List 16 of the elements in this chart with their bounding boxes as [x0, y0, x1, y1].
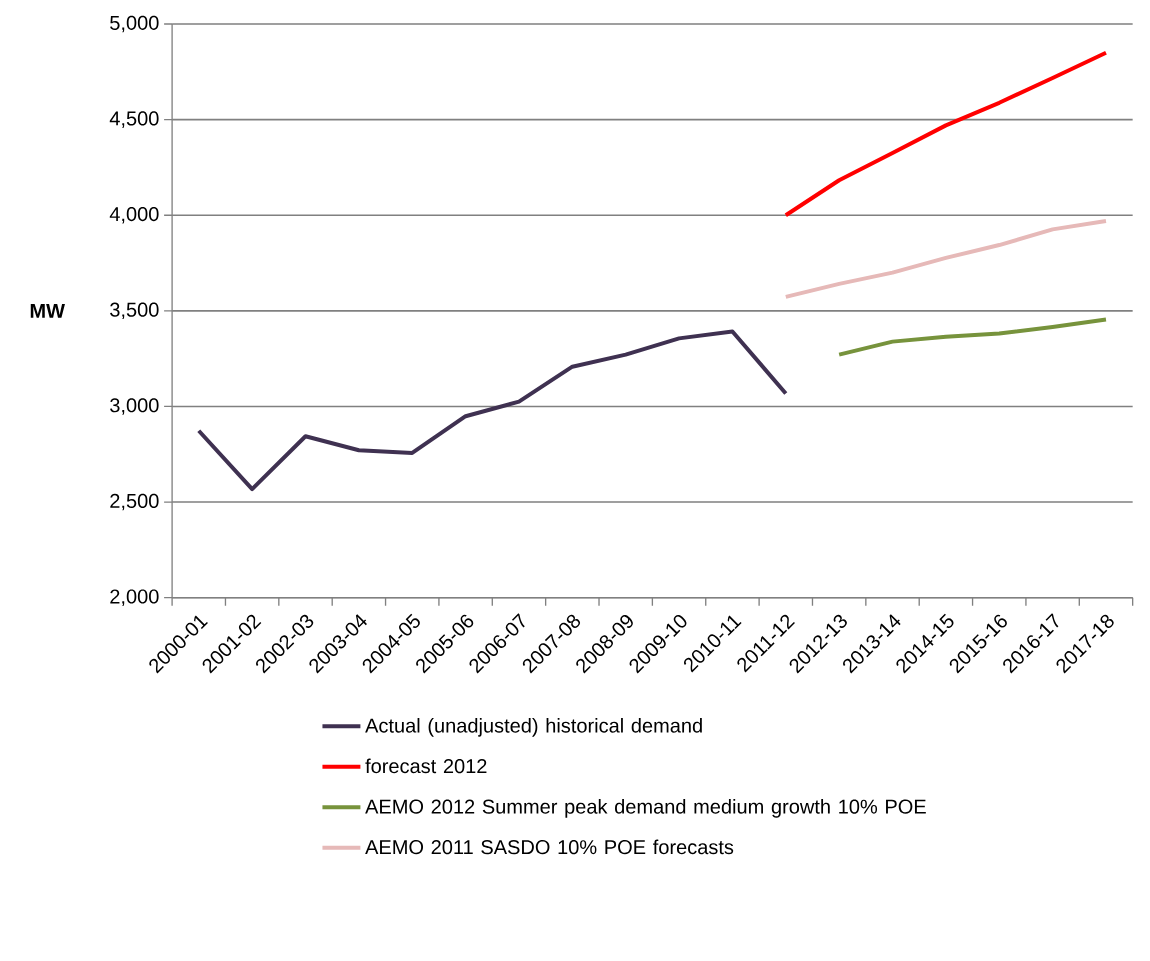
- y-tick-label: 5,000: [110, 15, 159, 33]
- y-tick-label: 3,500: [110, 302, 159, 320]
- legend-label: AEMO 2012 Summer peak demand medium growth 10% POE: [365, 799, 926, 818]
- y-tick-label: 4,000: [109, 207, 159, 224]
- y-axis-title: MW: [30, 304, 65, 318]
- y-tick-label: 2,000: [110, 589, 159, 607]
- y-tick-label: 2,500: [110, 494, 159, 511]
- legend-label: AEMO 2011 SASDO 10% POE forecasts: [365, 839, 734, 855]
- line-series: [837, 317, 1108, 357]
- legend-label: Actual (unadjusted) historical demand: [365, 718, 702, 737]
- line-series: [783, 50, 1108, 218]
- legend-label: forecast 2012: [365, 758, 487, 774]
- line-series: [196, 329, 788, 492]
- line-series: [783, 219, 1108, 300]
- y-tick-label: 3,000: [110, 398, 159, 415]
- y-tick-label: 4,500: [109, 111, 159, 129]
